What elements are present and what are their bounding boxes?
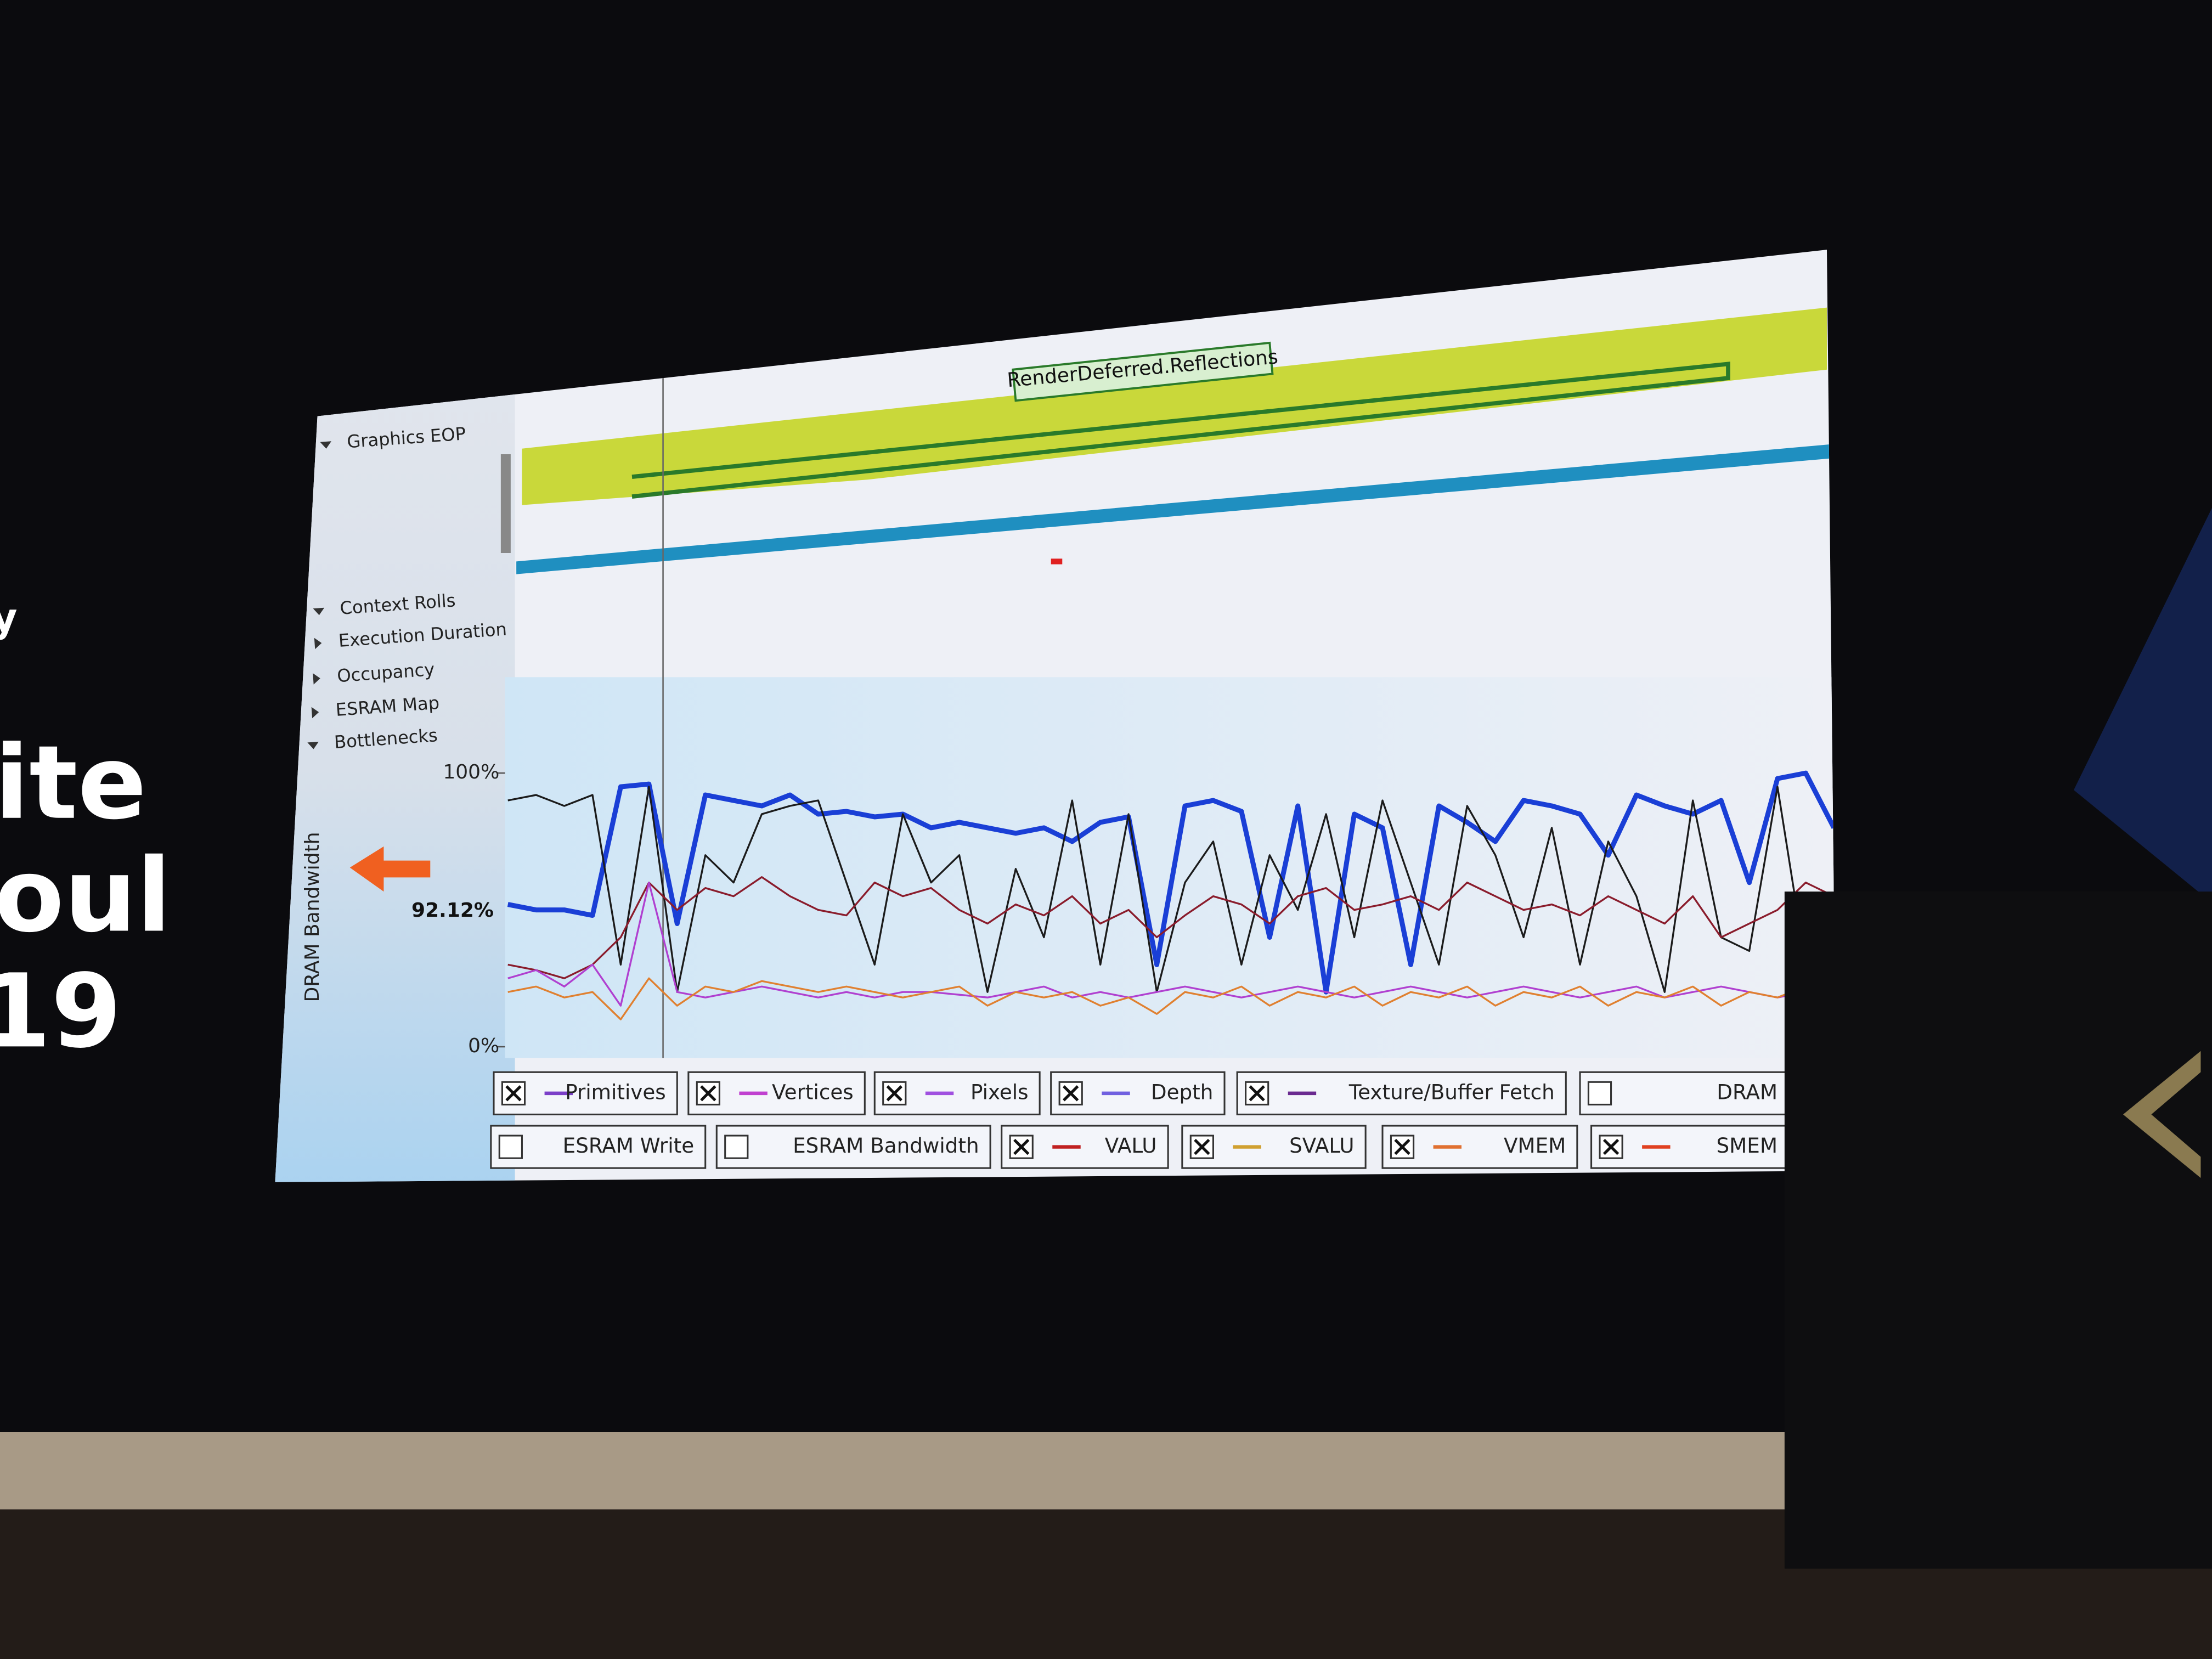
legend-label: VALU: [1105, 1133, 1157, 1158]
legend-label: SVALU: [1289, 1133, 1354, 1158]
check-mark: [700, 1085, 716, 1102]
check-mark: [1013, 1138, 1030, 1155]
expander: [313, 607, 325, 616]
legend-label: Depth: [1151, 1080, 1214, 1104]
expander: [320, 441, 331, 449]
legend-label: VMEM: [1504, 1133, 1566, 1158]
legend-label: SMEM: [1716, 1133, 1778, 1158]
y-tick-label: 0%: [468, 1035, 499, 1057]
legend-item: [715, 1125, 991, 1169]
series-line: [507, 876, 1835, 979]
checkbox: [1058, 1081, 1083, 1105]
callout-arrow: [349, 846, 431, 892]
legend-item: [1590, 1125, 1790, 1169]
checkbox: [501, 1081, 526, 1105]
scrollbar: [500, 454, 511, 553]
legend-label: Texture/Buffer Fetch: [1348, 1080, 1555, 1104]
series-line: [507, 882, 1835, 1007]
slide-text: y iteoul19: [0, 595, 171, 1070]
check-mark: [1194, 1138, 1210, 1155]
legend-label: Primitives: [565, 1080, 666, 1104]
chart-bg: [505, 677, 1837, 1058]
check-mark: [1602, 1138, 1620, 1155]
podium-logo: [2123, 1051, 2201, 1178]
series-line: [507, 977, 1835, 1020]
checkbox: [724, 1135, 749, 1159]
slide-fragment: ite: [0, 724, 146, 842]
y-axis-title: DRAM Bandwidth: [301, 832, 324, 1002]
current-value: 92.12%: [411, 899, 494, 922]
series-line: [507, 786, 1835, 993]
slide-fragment: 19: [0, 952, 122, 1070]
series-line: [507, 770, 1836, 995]
expander: [307, 741, 319, 749]
legend-label: ESRAM Bandwidth: [793, 1133, 979, 1158]
marker-box: [1012, 341, 1274, 402]
legend-item: [1381, 1125, 1578, 1169]
legend: Primitives Vertices Pixels Depth Texture/Buf…: [490, 1071, 1790, 1169]
legend-item: [1579, 1071, 1790, 1115]
event-bracket: [631, 362, 1730, 499]
check-mark: [505, 1085, 522, 1102]
marker-dot: [1051, 558, 1063, 565]
slide-fragment: y: [0, 595, 18, 641]
check-mark: [1063, 1085, 1079, 1102]
legend-label: Pixels: [970, 1080, 1029, 1104]
check-mark: [1394, 1138, 1410, 1155]
legend-label: Vertices: [772, 1080, 854, 1104]
queue-bar: [516, 444, 1830, 574]
stage-glow: [2074, 507, 2212, 903]
legend-label: ESRAM Write: [563, 1133, 694, 1158]
expander: [311, 707, 319, 719]
check-mark: [1249, 1085, 1265, 1102]
legend-label: DRAM: [1717, 1080, 1778, 1104]
check-mark: [886, 1085, 902, 1102]
y-tick-label: 100%: [443, 761, 499, 783]
checkbox: [498, 1135, 523, 1159]
expander: [314, 637, 322, 650]
legend-item: [490, 1125, 707, 1169]
podium: [1784, 891, 2212, 1569]
checkbox: [696, 1081, 720, 1105]
chart: DRAM Bandwidth 0% 100% 92.12%: [301, 761, 1836, 1057]
checkbox: [1587, 1081, 1612, 1105]
expander: [313, 673, 320, 685]
slide-fragment: oul: [0, 836, 171, 955]
